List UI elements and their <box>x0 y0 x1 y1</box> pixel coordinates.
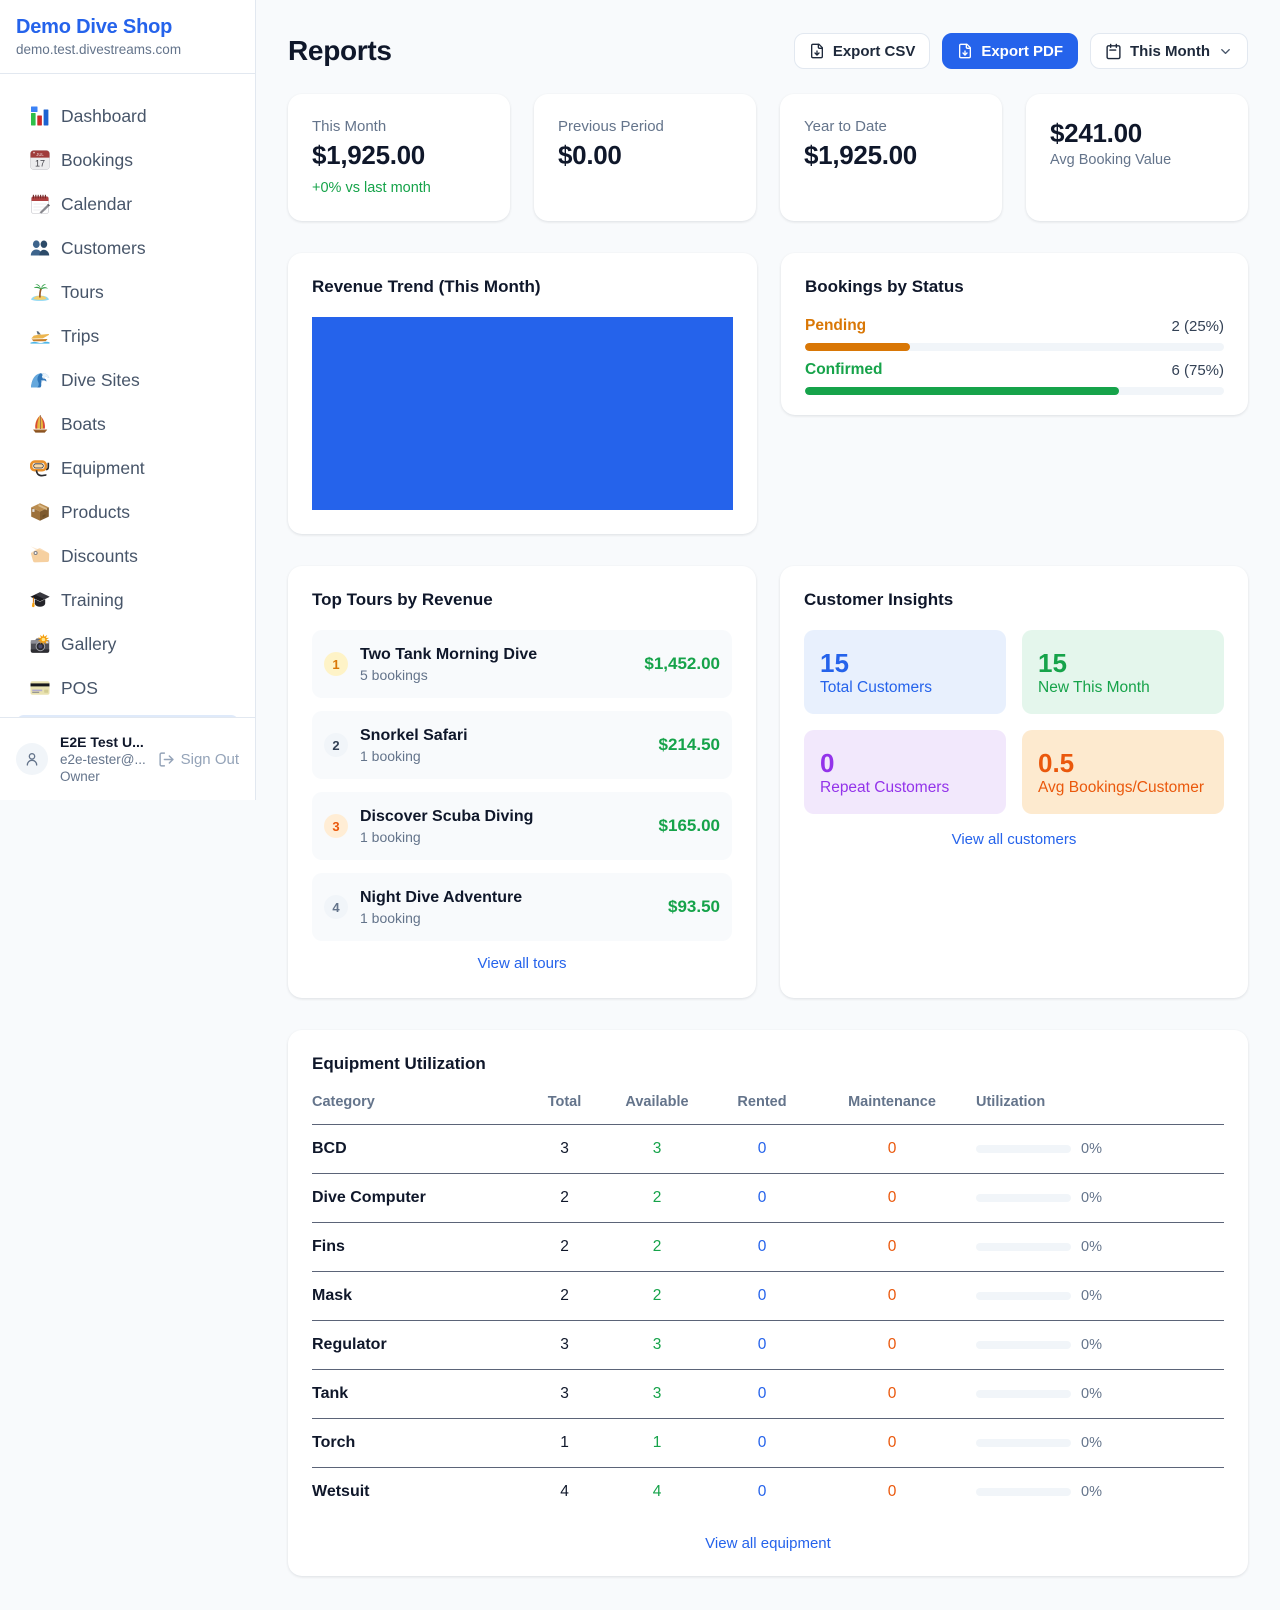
svg-text:17: 17 <box>35 159 45 169</box>
svg-text:JUL: JUL <box>36 152 44 157</box>
